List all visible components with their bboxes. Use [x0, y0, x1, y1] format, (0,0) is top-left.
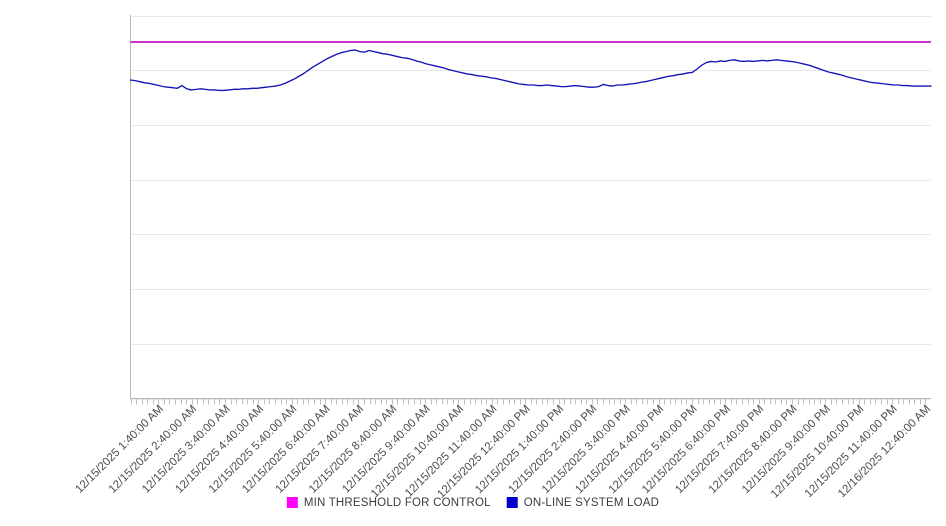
- legend-label[interactable]: MIN THRESHOLD FOR CONTROL: [304, 497, 491, 509]
- plot-axes: [130, 15, 931, 399]
- legend-swatch[interactable]: [506, 497, 518, 508]
- chart-legend[interactable]: MIN THRESHOLD FOR CONTROL ON-LINE SYSTEM …: [286, 497, 659, 509]
- legend-label[interactable]: ON-LINE SYSTEM LOAD: [524, 497, 659, 509]
- x-axis-ticks: [131, 398, 926, 405]
- legend-swatch[interactable]: [286, 497, 298, 508]
- series-group: [129, 40, 932, 92]
- plot-gridlines: [130, 16, 931, 400]
- load-series-line: [129, 49, 932, 92]
